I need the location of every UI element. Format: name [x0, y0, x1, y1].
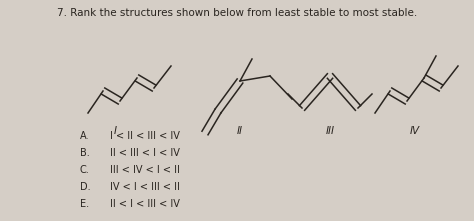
Text: E.: E.: [80, 199, 89, 209]
Text: I < II < III < IV: I < II < III < IV: [110, 131, 180, 141]
Text: II < III < I < IV: II < III < I < IV: [110, 148, 180, 158]
Text: D.: D.: [80, 182, 91, 192]
Text: III: III: [326, 126, 335, 136]
Text: II < I < III < IV: II < I < III < IV: [110, 199, 180, 209]
Text: IV: IV: [410, 126, 420, 136]
Text: I: I: [113, 126, 117, 136]
Text: 7. Rank the structures shown below from least stable to most stable.: 7. Rank the structures shown below from …: [57, 8, 417, 18]
Text: C.: C.: [80, 165, 90, 175]
Text: III < IV < I < II: III < IV < I < II: [110, 165, 180, 175]
Text: II: II: [237, 126, 243, 136]
Text: A.: A.: [80, 131, 90, 141]
Text: IV < I < III < II: IV < I < III < II: [110, 182, 180, 192]
Text: B.: B.: [80, 148, 90, 158]
